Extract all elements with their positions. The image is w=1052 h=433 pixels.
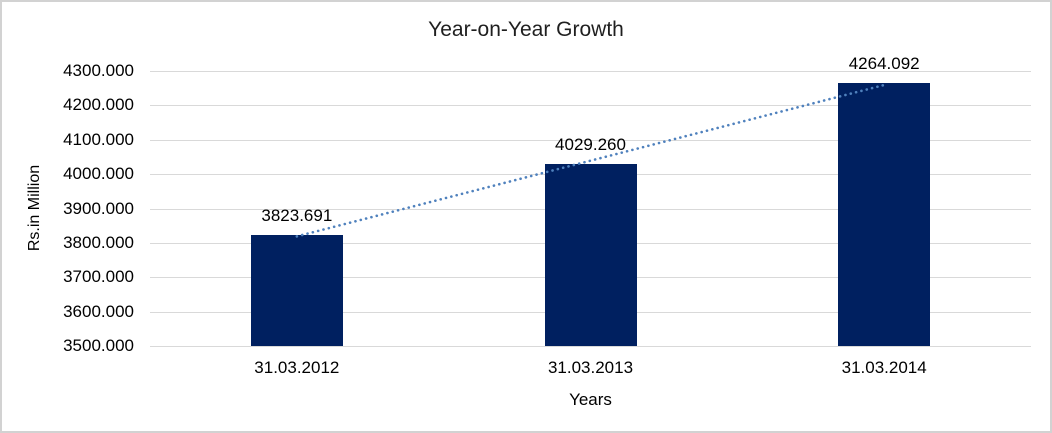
y-tick-label: 4300.000 — [63, 61, 134, 80]
x-tick-label: 31.03.2014 — [841, 358, 927, 377]
y-tick-label: 3600.000 — [63, 301, 134, 321]
y-tick-label: 4100.000 — [63, 129, 134, 149]
bar — [250, 234, 343, 346]
y-tick-label: 4200.000 — [63, 95, 134, 115]
bar — [544, 164, 637, 346]
y-tick-label: 3800.000 — [63, 232, 134, 252]
gridline — [150, 71, 1031, 72]
x-tick-label: 31.03.2012 — [254, 358, 340, 377]
y-tick-label: 3500.000 — [63, 336, 134, 355]
chart-title: Year-on-Year Growth — [428, 18, 624, 41]
x-axis-title: Years — [569, 390, 612, 409]
data-label: 3823.691 — [261, 205, 333, 225]
x-tick-label: 31.03.2013 — [547, 358, 634, 377]
gridline — [150, 346, 1031, 347]
y-tick-label: 3900.000 — [63, 198, 134, 218]
y-tick-label: 4000.000 — [63, 164, 134, 184]
bar — [838, 83, 931, 346]
data-label: 4264.092 — [848, 54, 920, 74]
y-tick-label: 3700.000 — [63, 267, 134, 287]
data-label: 4029.260 — [555, 135, 626, 155]
